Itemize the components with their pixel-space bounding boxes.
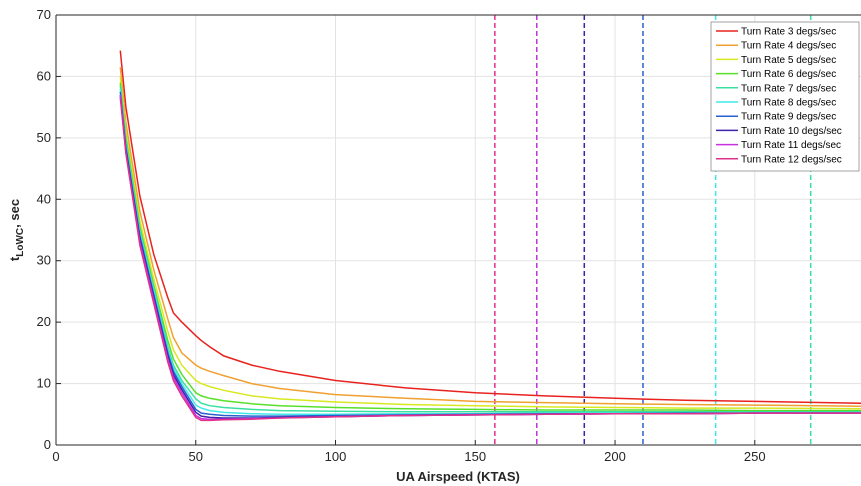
legend-label: Turn Rate 10 degs/sec (741, 126, 842, 137)
tick-labels: 0 50 100 150 200 250 0 10 20 30 40 50 60 70 (37, 7, 766, 464)
legend-label: Turn Rate 5 degs/sec (741, 55, 836, 66)
legend: Turn Rate 3 degs/sec Turn Rate 4 degs/sec… (710, 21, 860, 172)
y-axis-label: tLoWC, sec (7, 199, 26, 261)
axes (55, 14, 861, 446)
series-line (119, 67, 861, 408)
legend-box (710, 21, 860, 172)
legend-label: Turn Rate 7 degs/sec (741, 83, 836, 94)
y-tick-label: 20 (37, 314, 51, 329)
y-tick-label: 50 (37, 130, 51, 145)
y-tick-label: 40 (37, 191, 51, 206)
x-tick-label: 100 (325, 449, 347, 464)
series-line (119, 82, 861, 412)
y-tick-label: 30 (37, 253, 51, 268)
legend-label: Turn Rate 3 degs/sec (741, 27, 836, 38)
x-tick-label: 50 (189, 449, 203, 464)
series-lines (119, 50, 861, 422)
legend-label: Turn Rate 9 degs/sec (741, 112, 836, 123)
y-tick-label: 0 (44, 437, 51, 452)
y-tick-label: 10 (37, 376, 51, 391)
legend-label: Turn Rate 12 degs/sec (741, 154, 842, 165)
series-line (119, 76, 861, 410)
series-line (119, 97, 861, 422)
legend-label: Turn Rate 8 degs/sec (741, 98, 836, 109)
legend-label: Turn Rate 6 degs/sec (741, 69, 836, 80)
y-tick-label: 70 (37, 7, 51, 22)
legend-label: Turn Rate 4 degs/sec (741, 41, 836, 52)
x-axis-label: UA Airspeed (KTAS) (396, 469, 520, 484)
y-axis-label-unit: , sec (7, 199, 22, 228)
x-tick-label: 250 (744, 449, 766, 464)
series-line (119, 50, 861, 404)
y-axis-label-subscript: LoWC (15, 228, 26, 257)
x-tick-label: 200 (604, 449, 626, 464)
legend-label: Turn Rate 11 degs/sec (741, 140, 841, 151)
x-tick-label: 0 (52, 449, 59, 464)
x-tick-label: 150 (464, 449, 486, 464)
y-axis-label-main: t (7, 256, 22, 261)
y-tick-label: 60 (37, 68, 51, 83)
